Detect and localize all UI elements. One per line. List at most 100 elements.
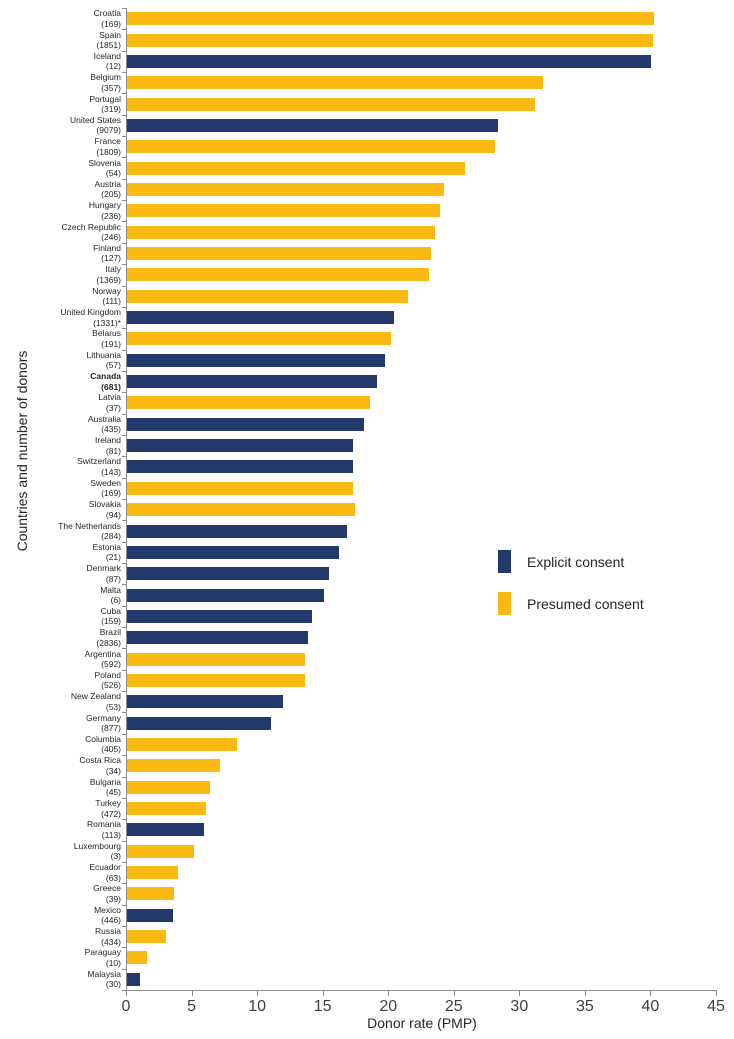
country-name: Austria: [94, 178, 121, 189]
y-axis-tick: [122, 414, 126, 415]
x-axis-tick: [519, 991, 521, 996]
donor-count: (357): [101, 82, 121, 93]
country-name: Czech Republic: [61, 221, 121, 232]
y-axis-tick: [122, 712, 126, 713]
bar-slovenia: [127, 161, 466, 175]
country-name: Iceland: [93, 50, 121, 61]
donor-count: (592): [101, 659, 121, 670]
row-label: Turkey (472): [0, 798, 121, 819]
y-axis-tick: [122, 777, 126, 778]
donor-count: (526): [101, 680, 121, 691]
donor-count: (53): [105, 701, 121, 712]
x-axis-tick-label: 10: [248, 998, 266, 1015]
y-axis-tick: [122, 72, 126, 73]
donor-count: (54): [105, 168, 121, 179]
bar-belgium: [127, 76, 543, 90]
country-name: Croatia: [93, 8, 121, 19]
row-label: Iceland (12): [0, 51, 121, 72]
row-label: Greece (39): [0, 883, 121, 904]
country-name: Australia: [87, 413, 121, 424]
legend-item-explicit-consent: Explicit consent: [498, 550, 624, 573]
donor-count: (143): [101, 466, 121, 477]
bar-turkey: [127, 802, 206, 816]
y-axis-tick: [122, 990, 126, 991]
bar-paraguay: [127, 951, 147, 965]
legend-label-presumed-consent: Presumed consent: [527, 595, 644, 612]
bar-brazil: [127, 631, 308, 645]
donor-count: (3): [110, 851, 121, 862]
y-axis-tick: [122, 8, 126, 9]
y-axis-tick: [122, 307, 126, 308]
y-axis-tick: [122, 862, 126, 863]
donor-count: (63): [105, 872, 121, 883]
x-axis-tick: [257, 991, 259, 996]
legend-item-presumed-consent: Presumed consent: [498, 592, 644, 615]
row-label: Switzerland (143): [0, 456, 121, 477]
donor-count: (45): [105, 787, 121, 798]
country-name: Canada: [90, 371, 121, 382]
country-name: The Netherlands: [58, 520, 121, 531]
y-axis-tick: [122, 584, 126, 585]
bar-columbia: [127, 738, 238, 751]
country-name: Paraguay: [84, 947, 121, 958]
bar-czech-republic: [127, 225, 436, 239]
country-name: Ecuador: [89, 862, 121, 873]
country-name: Hungary: [88, 200, 121, 211]
donor-count: (236): [101, 210, 121, 221]
x-axis-tick-label: 30: [510, 998, 529, 1015]
donor-count: (9079): [96, 125, 121, 136]
donor-count: (111): [102, 296, 121, 307]
row-label: Czech Republic (246): [0, 221, 121, 243]
y-axis-tick: [122, 328, 126, 329]
y-axis-tick: [122, 798, 126, 799]
country-name: Denmark: [86, 563, 121, 574]
country-name: Malta: [100, 584, 121, 595]
bar-norway: [127, 289, 408, 303]
country-name: Slovenia: [88, 157, 121, 168]
row-label: Croatia (169): [0, 8, 121, 29]
row-label: Brazil (2836): [0, 627, 121, 648]
x-axis-tick-label: 25: [444, 998, 463, 1015]
country-name: Greece: [93, 883, 121, 894]
row-label: Slovakia (94): [0, 499, 121, 520]
bar-belarus: [127, 332, 391, 346]
bar-bulgaria: [127, 780, 210, 794]
x-axis-tick: [453, 991, 455, 996]
bar-united-states: [127, 118, 499, 132]
donor-count: (81): [105, 445, 121, 456]
y-axis-tick: [122, 179, 126, 180]
y-axis-tick: [122, 520, 126, 521]
row-label: New Zealand (53): [0, 691, 121, 712]
country-name: Portugal: [89, 93, 121, 104]
row-label: Canada (681): [0, 371, 121, 392]
country-name: Luxembourg: [73, 840, 121, 851]
y-axis-tick: [122, 371, 126, 372]
row-label: Latvia (37): [0, 392, 121, 413]
bar-sweden: [127, 481, 353, 495]
bar-costa-rica: [127, 759, 221, 773]
bar-spain: [127, 33, 653, 47]
donor-count: (1331)*: [93, 317, 121, 328]
y-axis-tick: [122, 51, 126, 52]
row-label: Germany (877): [0, 712, 121, 734]
donor-count: (2836): [96, 637, 121, 648]
bar-malaysia: [127, 972, 141, 986]
y-axis-tick: [122, 606, 126, 607]
y-axis-tick: [122, 221, 126, 222]
y-axis-tick: [122, 136, 126, 137]
y-axis-tick: [122, 841, 126, 842]
row-label: Cuba (159): [0, 606, 121, 627]
bar-luxembourg: [127, 844, 194, 858]
country-name: Spain: [99, 29, 121, 40]
donor-count: (159): [101, 616, 121, 627]
donor-count: (39): [105, 893, 121, 904]
country-name: Mexico: [94, 904, 121, 915]
row-label: Malta (6): [0, 584, 121, 606]
row-label: Bulgaria (45): [0, 777, 121, 798]
x-axis-line: [126, 990, 717, 991]
donor-count: (12): [105, 61, 121, 72]
row-label: Austria (205): [0, 179, 121, 200]
row-label: Italy (1369): [0, 264, 121, 285]
row-label: Russia (434): [0, 926, 121, 947]
